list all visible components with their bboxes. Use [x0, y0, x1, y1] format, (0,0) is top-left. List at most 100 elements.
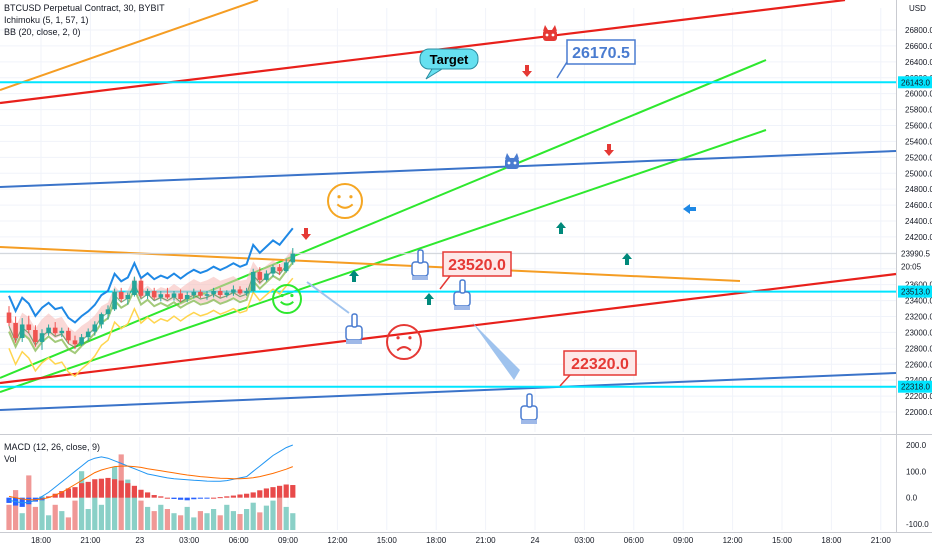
time-tick-label: 03:00	[574, 536, 595, 545]
badge-countdown: 20:05	[901, 263, 922, 272]
badge-22318: 22318.0	[901, 383, 930, 392]
candle-body	[46, 327, 51, 334]
candle-body	[290, 253, 296, 263]
sad-face-icon-eye	[408, 336, 412, 340]
target-label: Target	[430, 52, 469, 67]
badge-last-price-bg	[898, 247, 932, 260]
macd-histogram-bar	[257, 490, 263, 498]
sad-face-icon	[386, 324, 422, 360]
volume-bar	[191, 517, 197, 530]
time-tick-label: 21:00	[476, 536, 497, 545]
candle-body	[184, 295, 190, 299]
volume-bar	[197, 511, 203, 530]
price-tick-label: 25400.0	[905, 137, 932, 146]
price-tick-label: 23200.0	[905, 313, 932, 322]
hand-pointer-icon-finger	[526, 393, 533, 408]
target-bubble-tail	[425, 68, 444, 80]
candle-body	[165, 294, 170, 298]
candle-body	[138, 280, 144, 296]
macd-histogram-bar	[59, 491, 65, 498]
green-channel-bottom	[0, 129, 767, 393]
price-tick-label: 22200.0	[905, 392, 932, 401]
neutral-face-icon-mouth	[280, 301, 294, 306]
badge-26143-bg	[898, 76, 932, 89]
candle-body	[125, 295, 131, 299]
hand-pointer-icon-cuff	[454, 306, 470, 310]
volume-bar	[230, 511, 236, 530]
hand-pointer-icon	[345, 325, 363, 341]
macd-histogram-bar	[217, 497, 223, 499]
volume-bar	[145, 506, 151, 530]
time-tick-label: 06:00	[624, 536, 645, 545]
badge-22318-bg	[898, 380, 932, 393]
macd-histogram-bar	[184, 497, 190, 501]
orange-trendline-upper	[0, 0, 259, 91]
candle-body	[59, 330, 65, 334]
neutral-face-icon-eye	[280, 293, 284, 298]
candle-body	[79, 337, 84, 345]
volume-bar	[125, 479, 131, 530]
badge-23513-bg	[898, 285, 932, 298]
signal-line	[8, 465, 293, 501]
macd-histogram-bar	[72, 487, 78, 498]
volume-bar	[105, 485, 111, 530]
time-tick-label: 18:00	[31, 536, 52, 545]
candle-body	[158, 294, 164, 298]
candle-body	[178, 293, 183, 299]
macd-histogram-bar	[237, 494, 243, 498]
price-tick-label: 24200.0	[905, 233, 932, 242]
price-tick-label: 22600.0	[905, 360, 932, 369]
candle-body	[270, 267, 276, 274]
orange-trendline-lower	[0, 246, 741, 282]
volume-bar	[46, 515, 52, 530]
blue-trendline-lower	[0, 372, 897, 411]
callout-22320-label: 22320.0	[571, 356, 629, 373]
down-arrow-icon	[604, 144, 614, 156]
hand-pointer-icon-finger	[417, 249, 424, 264]
badge-countdown-bg	[898, 260, 932, 273]
volume-bar	[138, 500, 144, 530]
candle-body	[264, 273, 269, 280]
price-tick-label: 25800.0	[905, 106, 932, 115]
macd-histogram-bar	[244, 493, 250, 498]
macd-histogram-bar	[171, 497, 177, 499]
candle-body	[19, 324, 25, 338]
volume-bar	[250, 502, 256, 530]
macd-histogram-bar	[178, 497, 184, 500]
left-arrow-icon	[683, 204, 696, 214]
price-axis: USD26800.026600.026400.026200.026000.025…	[898, 4, 932, 529]
candle-body	[72, 340, 78, 345]
macd-histogram-bar	[230, 495, 236, 498]
candle-body	[145, 291, 150, 296]
macd-histogram-bar	[52, 493, 58, 498]
macd-histogram-bar	[138, 489, 144, 498]
candle-body	[277, 267, 282, 272]
macd-histogram-bar	[164, 497, 170, 499]
price-tick-label: 24400.0	[905, 217, 932, 226]
price-tick-label: 26400.0	[905, 58, 932, 67]
cat-icon-ears	[543, 25, 557, 31]
volume-bar	[59, 511, 65, 530]
time-tick-label: 09:00	[673, 536, 694, 545]
macd-line	[8, 444, 293, 504]
up-arrow-icon	[622, 253, 632, 265]
candle-body	[13, 322, 18, 338]
price-tick-label: 23600.0	[905, 281, 932, 290]
macd-tick-label: -100.0	[906, 520, 929, 529]
macd-histogram-bar	[65, 488, 71, 498]
tenkan-line	[8, 256, 294, 349]
callout-26170-box	[566, 39, 636, 65]
time-tick-label: 18:00	[821, 536, 842, 545]
price-tick-label: 23000.0	[905, 328, 932, 337]
cat-icon-eye	[551, 33, 555, 37]
candle-body	[105, 309, 111, 315]
macd-histogram-bar	[250, 492, 256, 498]
macd-tick-label: 100.0	[906, 467, 927, 476]
candle-body	[132, 280, 137, 296]
candle-body	[204, 294, 210, 296]
candle-body	[283, 262, 289, 272]
volume-bar	[65, 517, 71, 530]
hand-pointer-icon-cuff	[346, 340, 362, 344]
